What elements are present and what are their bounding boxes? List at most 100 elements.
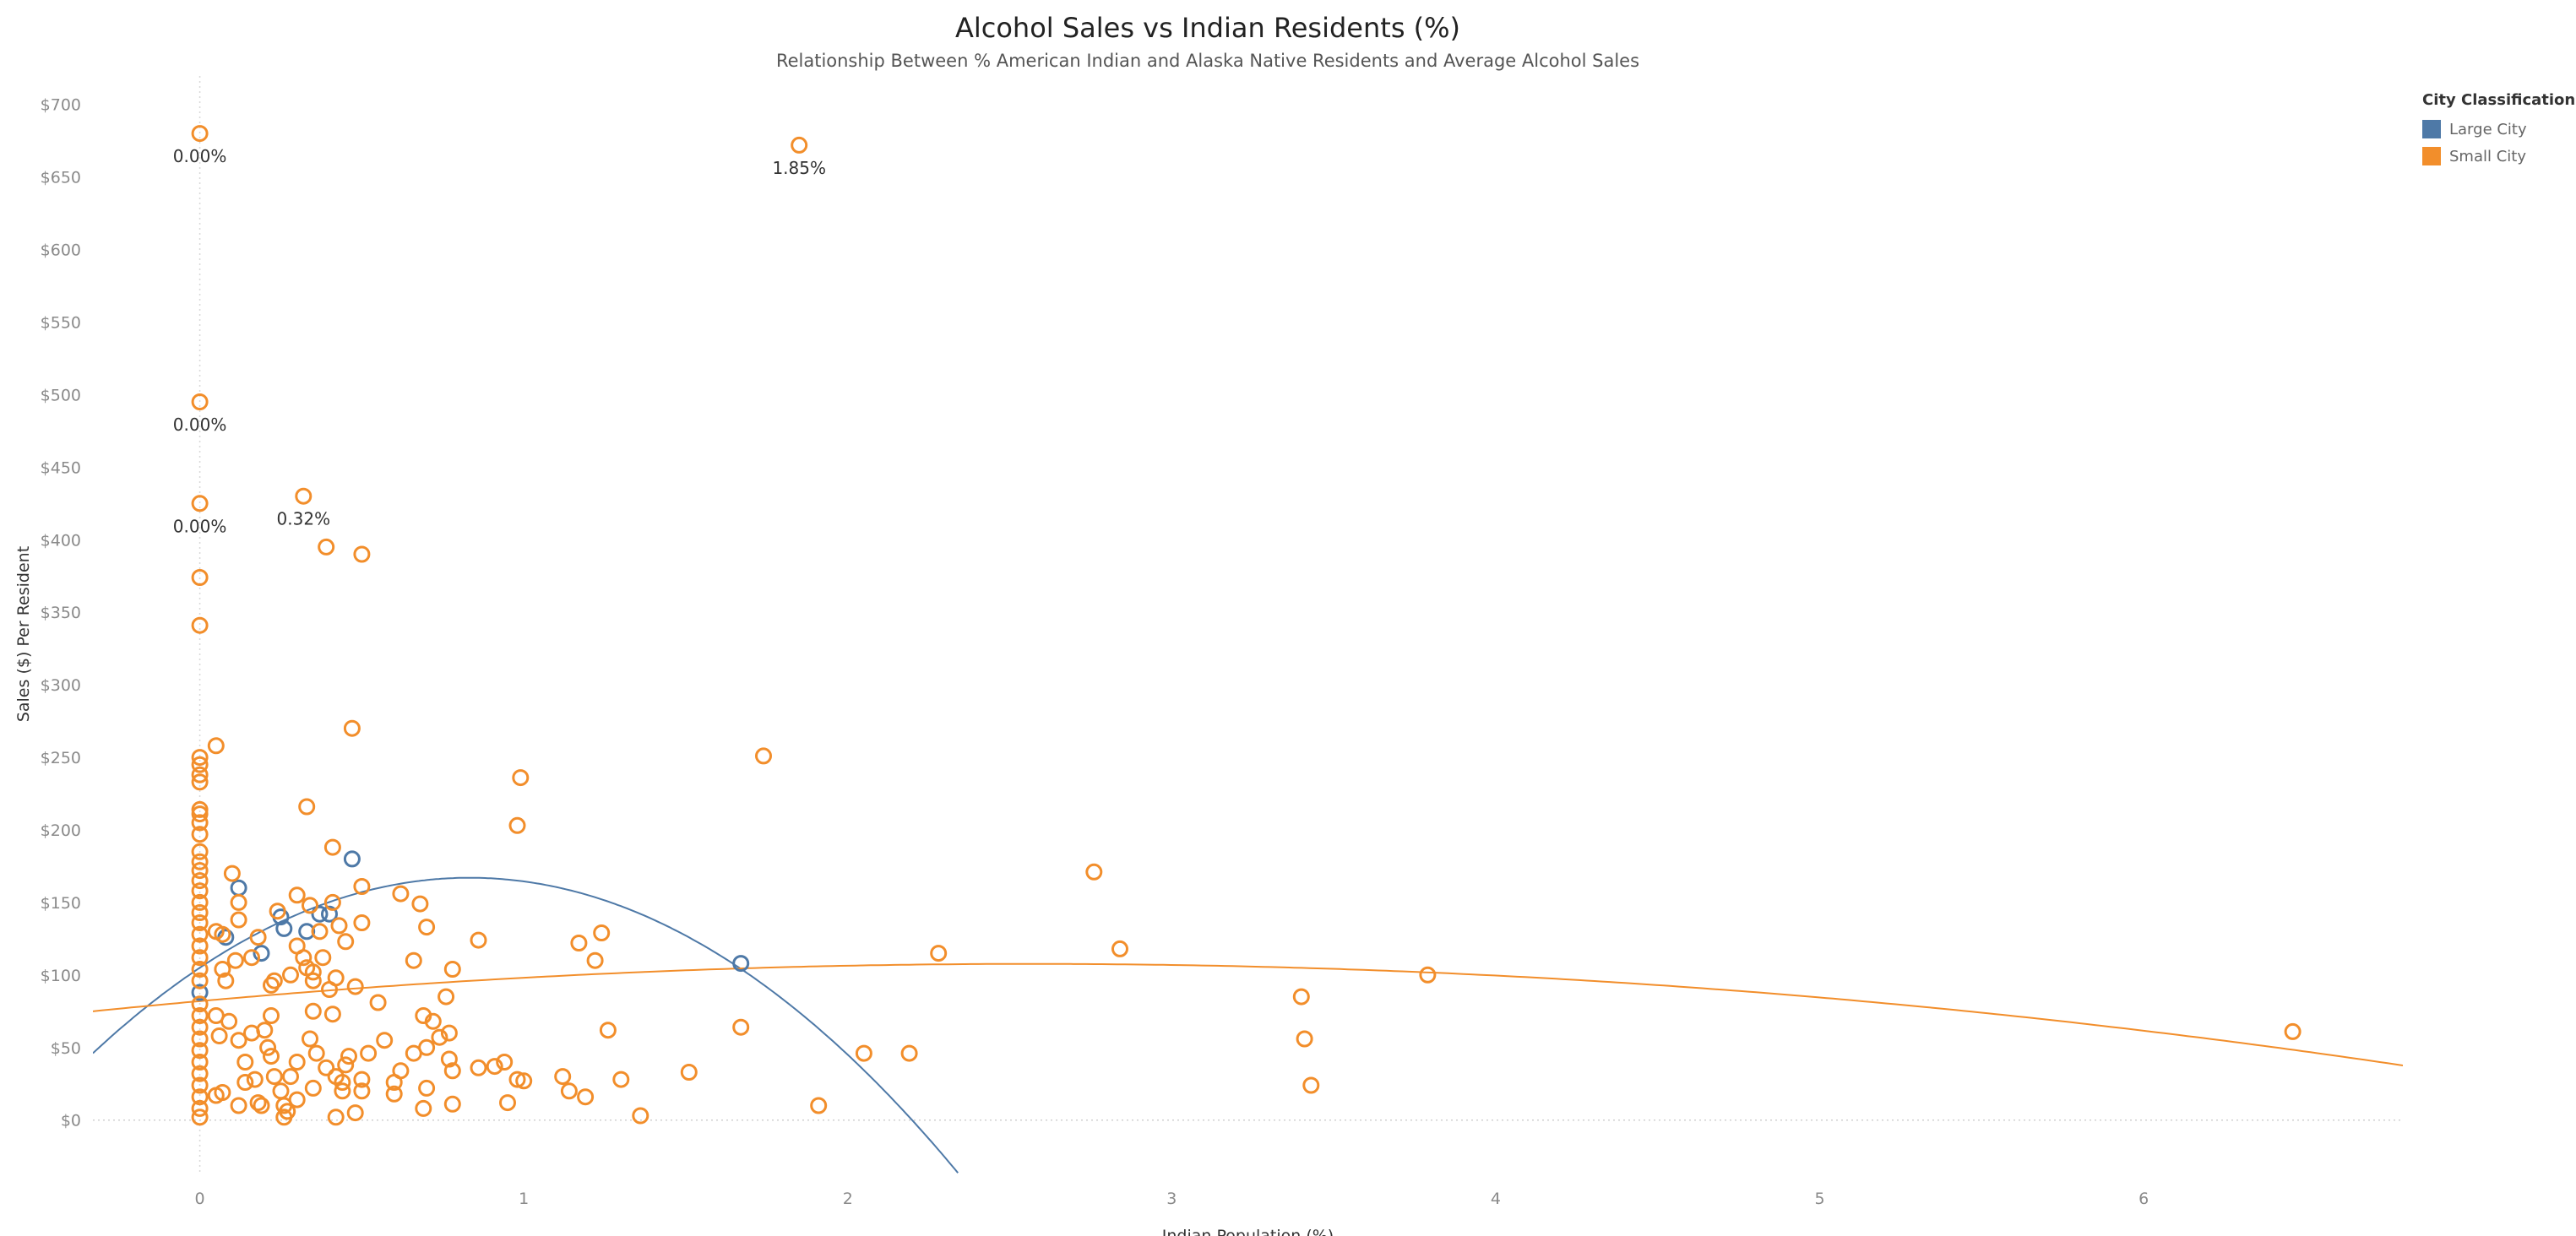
point-small-city <box>207 1007 225 1024</box>
point-small-city <box>256 1022 274 1039</box>
point-small-city <box>443 961 461 978</box>
point-small-city <box>570 935 588 951</box>
point-small-city <box>560 1082 578 1100</box>
point-small-city <box>191 961 209 978</box>
point-small-city <box>249 929 267 946</box>
point-small-city <box>272 1082 290 1100</box>
point-small-city <box>337 933 355 951</box>
point-small-city <box>191 995 209 1013</box>
point-small-city <box>288 1091 306 1109</box>
chart-subtitle: Relationship Between % American Indian a… <box>775 51 1640 71</box>
y-tick-label: $300 <box>41 676 81 695</box>
point-small-city <box>593 924 611 941</box>
point-small-city <box>508 816 526 834</box>
legend-item-small-city[interactable]: Small City <box>2422 143 2575 170</box>
y-tick-label: $150 <box>41 894 81 913</box>
point-small-city <box>732 1018 750 1036</box>
point-small-city <box>191 925 209 943</box>
point-small-city <box>2284 1022 2302 1040</box>
point-small-city <box>930 945 948 962</box>
point-large-city <box>321 905 338 923</box>
point-small-city <box>288 1054 306 1071</box>
x-tick-label: 4 <box>1491 1190 1501 1208</box>
point-small-city <box>217 972 235 989</box>
chart-title: Alcohol Sales vs Indian Residents (%) <box>954 12 1461 44</box>
point-small-city <box>337 1056 355 1074</box>
point-small-city <box>496 1054 514 1071</box>
point-small-city <box>311 923 329 941</box>
point-small-city <box>263 1007 280 1024</box>
x-tick-label: 6 <box>2139 1190 2149 1208</box>
point-large-city <box>275 919 293 937</box>
point-small-city <box>259 1038 277 1056</box>
legend-item-large-city[interactable]: Large City <box>2422 116 2575 143</box>
point-small-city <box>230 893 247 911</box>
point-small-city <box>191 949 209 967</box>
point-small-city <box>360 1044 378 1062</box>
y-tick-label: $50 <box>51 1039 81 1058</box>
point-small-city <box>214 961 231 978</box>
point-small-city <box>191 843 209 860</box>
point-small-city <box>755 747 772 765</box>
point-small-city <box>210 1027 228 1044</box>
point-small-city <box>353 545 371 563</box>
point-large-city <box>343 850 361 868</box>
x-tick-label: 1 <box>519 1190 529 1208</box>
point-small-city <box>334 1074 351 1091</box>
point-small-city <box>191 914 209 931</box>
point-small-city <box>191 814 209 832</box>
point-small-city <box>191 805 209 823</box>
point-small-city <box>191 616 209 634</box>
point-small-city <box>191 1109 209 1126</box>
y-tick-label: $500 <box>41 386 81 404</box>
point-small-city <box>191 756 209 773</box>
point-large-city <box>230 879 247 897</box>
legend-title: City Classification <box>2422 91 2576 109</box>
point-small-city <box>314 949 332 967</box>
point-small-city <box>1111 940 1128 957</box>
point-large-city <box>191 984 209 1001</box>
point-small-city <box>810 1097 828 1114</box>
point-large-city <box>311 905 329 923</box>
point-small-city <box>253 1097 270 1114</box>
point-small-city <box>1419 966 1437 984</box>
y-tick-label: $100 <box>41 967 81 985</box>
point-small-city <box>346 978 364 995</box>
point-small-city <box>440 1050 458 1068</box>
point-small-city <box>207 923 225 941</box>
trend-line-small-city <box>93 962 2403 1066</box>
x-axis-label: Indian Population (%) <box>1162 1227 1334 1236</box>
point-small-city <box>295 487 312 505</box>
point-small-city <box>191 1076 209 1094</box>
point-small-city <box>437 988 455 1006</box>
point-small-city <box>632 1107 649 1125</box>
y-tick-label: $400 <box>41 531 81 550</box>
point-small-city <box>265 972 283 989</box>
point-small-city <box>304 1002 322 1020</box>
point-small-city <box>191 1030 209 1048</box>
trend-line-large-city <box>93 876 959 1174</box>
point-small-city <box>415 1099 432 1117</box>
point-small-city <box>508 1071 526 1088</box>
point-small-city <box>236 1074 254 1091</box>
point-small-city <box>577 1088 595 1106</box>
point-small-city <box>230 1032 247 1049</box>
point-small-city <box>191 1099 209 1117</box>
point-small-city <box>411 895 429 913</box>
point-small-city <box>586 951 604 969</box>
y-tick-label: $700 <box>41 96 81 115</box>
point-small-city <box>418 1038 436 1056</box>
point-small-city <box>307 1044 325 1062</box>
point-small-city <box>405 951 422 969</box>
legend[interactable]: City Classification Large City Small Cit… <box>2422 91 2575 170</box>
point-small-city <box>191 1065 209 1082</box>
legend-label-small-city: Small City <box>2449 147 2526 165</box>
point-small-city <box>243 949 260 967</box>
legend-swatch-small-city <box>2422 147 2441 165</box>
x-tick-label: 0 <box>195 1190 205 1208</box>
point-small-city <box>304 972 322 989</box>
x-tick-label: 3 <box>1166 1190 1177 1208</box>
point-small-city <box>191 1018 209 1036</box>
point-small-city <box>191 1042 209 1060</box>
